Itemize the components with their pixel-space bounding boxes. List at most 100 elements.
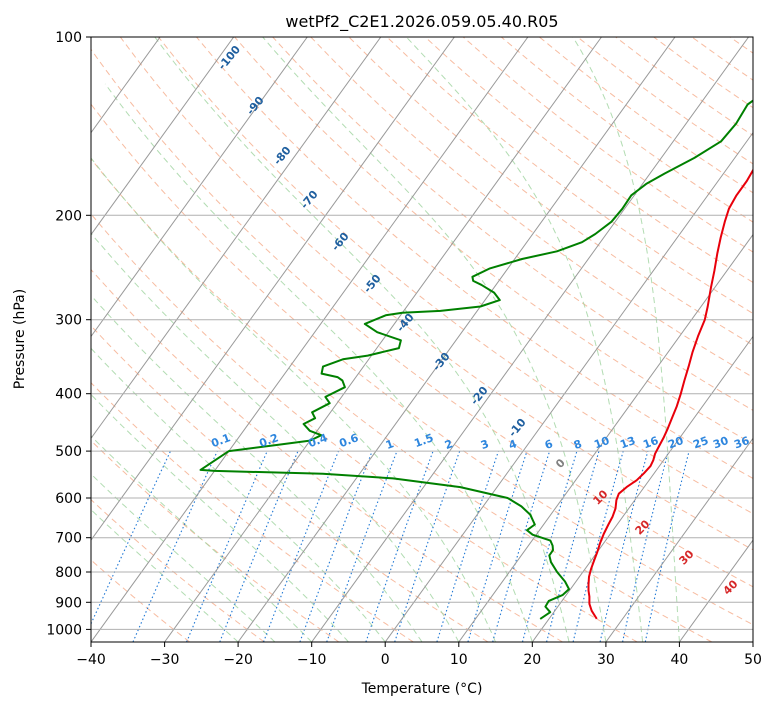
dry-adiabat-line <box>91 103 753 626</box>
mixing-ratio-line <box>91 450 171 626</box>
y-tick-label: 200 <box>55 208 82 224</box>
mixing-ratio-line <box>262 450 340 642</box>
moist-adiabat-line <box>91 508 239 642</box>
isotherm-label: -30 <box>430 350 453 374</box>
dry-adiabat-line <box>91 439 340 642</box>
isotherm-line <box>91 37 382 440</box>
isotherm-line <box>605 437 753 642</box>
x-tick-label: −20 <box>223 652 253 668</box>
mixing-ratio-line <box>132 450 218 642</box>
x-tick-label: 20 <box>523 652 541 668</box>
isotherm-line <box>531 335 753 642</box>
y-tick-label: 500 <box>55 444 82 460</box>
y-tick-label: 600 <box>55 491 82 507</box>
dry-adiabat-line <box>91 213 638 642</box>
mixing-ratio-label: 1.5 <box>412 431 435 450</box>
warm-isotherm-label: 10 <box>591 487 611 507</box>
y-axis-ticks: 100 200 300 400 500 600 700 800 900 1000 <box>46 30 91 638</box>
isotherm-line <box>384 131 753 642</box>
warm-isotherm-label: 30 <box>677 547 697 567</box>
isotherm-line <box>164 37 602 642</box>
mixing-ratio-label: 10 <box>592 434 611 452</box>
mixing-ratio-label: 8 <box>572 437 584 452</box>
mixing-ratio-label: 3 <box>479 437 491 452</box>
y-tick-label: 1000 <box>46 622 82 638</box>
mixing-ratio-label: 16 <box>641 434 660 452</box>
isotherm-label: -10 <box>506 416 529 440</box>
mixing-ratio-label: 0.2 <box>257 431 280 450</box>
x-tick-label: 0 <box>381 652 390 668</box>
isotherm-label: -60 <box>329 230 352 254</box>
dewpoint-profile-line <box>199 99 753 620</box>
mixing-ratio-label: 36 <box>732 434 751 452</box>
pressure-gridlines <box>91 37 753 630</box>
mixing-ratio-label: 25 <box>691 434 710 451</box>
moist-adiabat-line <box>104 83 533 642</box>
dry-adiabat-line <box>91 48 753 588</box>
isotherm-line <box>91 37 455 541</box>
dry-adiabat-line <box>424 37 753 284</box>
dry-adiabat-line <box>310 37 753 378</box>
isotherm-line <box>237 37 676 642</box>
mixing-ratio-label: 2 <box>443 437 455 452</box>
mixing-ratio-line <box>436 450 500 642</box>
mixing-ratio-line <box>622 450 669 642</box>
y-tick-label: 300 <box>55 313 82 329</box>
plot-frame <box>90 36 754 643</box>
x-tick-label: 40 <box>670 652 688 668</box>
moist-adiabat-line <box>406 37 644 642</box>
mixing-ratio-label: 6 <box>543 437 555 452</box>
mixing-ratio-line <box>644 450 690 642</box>
x-tick-label: 30 <box>597 652 615 668</box>
isotherm-line <box>91 37 308 338</box>
mixing-ratio-line <box>599 450 649 642</box>
moist-adiabat-line <box>91 393 349 642</box>
mixing-ratio-line <box>326 450 398 642</box>
temperature-profile-line <box>587 168 753 620</box>
y-tick-label: 400 <box>55 387 82 403</box>
plot-area: -100-90-80-70-60-50-40-30-20-100.1 0.2 0.4… <box>91 37 753 642</box>
mixing-ratio-line <box>492 450 551 642</box>
dry-adiabat-line <box>91 268 563 642</box>
mixing-ratio-label: 30 <box>711 434 730 452</box>
warm-isotherm-label: 0 <box>553 456 568 471</box>
moist-adiabat-line <box>91 473 276 642</box>
dry-adiabat-line <box>386 37 753 315</box>
mixing-ratio-label: 4 <box>507 437 519 452</box>
x-axis-ticks: −40 −30 −20 −10 0 10 20 30 40 50 <box>76 642 762 668</box>
mixing-ratio-line <box>299 450 373 642</box>
dry-adiabat-line <box>539 37 753 194</box>
x-tick-label: 50 <box>744 652 762 668</box>
x-tick-label: −40 <box>76 652 106 668</box>
dry-adiabat-line <box>348 37 753 346</box>
y-tick-label: 900 <box>55 595 82 611</box>
dry-adiabat-line <box>272 37 753 411</box>
sounding-series <box>199 99 753 620</box>
x-axis-label: Temperature (°C) <box>361 681 483 697</box>
isotherm-label: -70 <box>298 188 321 212</box>
warm-isotherm-label: 20 <box>633 517 653 537</box>
y-tick-label: 100 <box>55 30 82 46</box>
isotherm-label: -100 <box>215 43 243 73</box>
x-tick-label: −30 <box>150 652 180 668</box>
mixing-ratio-label: 1 <box>384 437 396 452</box>
dry-adiabat-line <box>462 37 753 253</box>
dry-adiabat-line <box>91 324 489 642</box>
isotherm-label: -20 <box>468 384 491 408</box>
isotherm-line <box>91 37 235 236</box>
moist-adiabat-line <box>91 232 460 642</box>
isotherm-line <box>752 641 753 642</box>
isotherm-line <box>311 37 750 642</box>
mixing-ratio-label: 0.1 <box>209 431 232 450</box>
moist-adiabat-line <box>91 294 423 642</box>
mixing-ratio-line <box>365 450 434 642</box>
x-tick-label: 10 <box>450 652 468 668</box>
mixing-ratio-label: 20 <box>666 434 685 452</box>
mixing-ratio-line <box>186 450 268 642</box>
mixing-ratio-line <box>219 450 299 642</box>
isotherm-line <box>458 233 753 642</box>
moist-adiabat-line <box>91 435 313 642</box>
dry-adiabat-line <box>234 37 753 445</box>
mixing-ratio-label: 13 <box>618 434 637 451</box>
